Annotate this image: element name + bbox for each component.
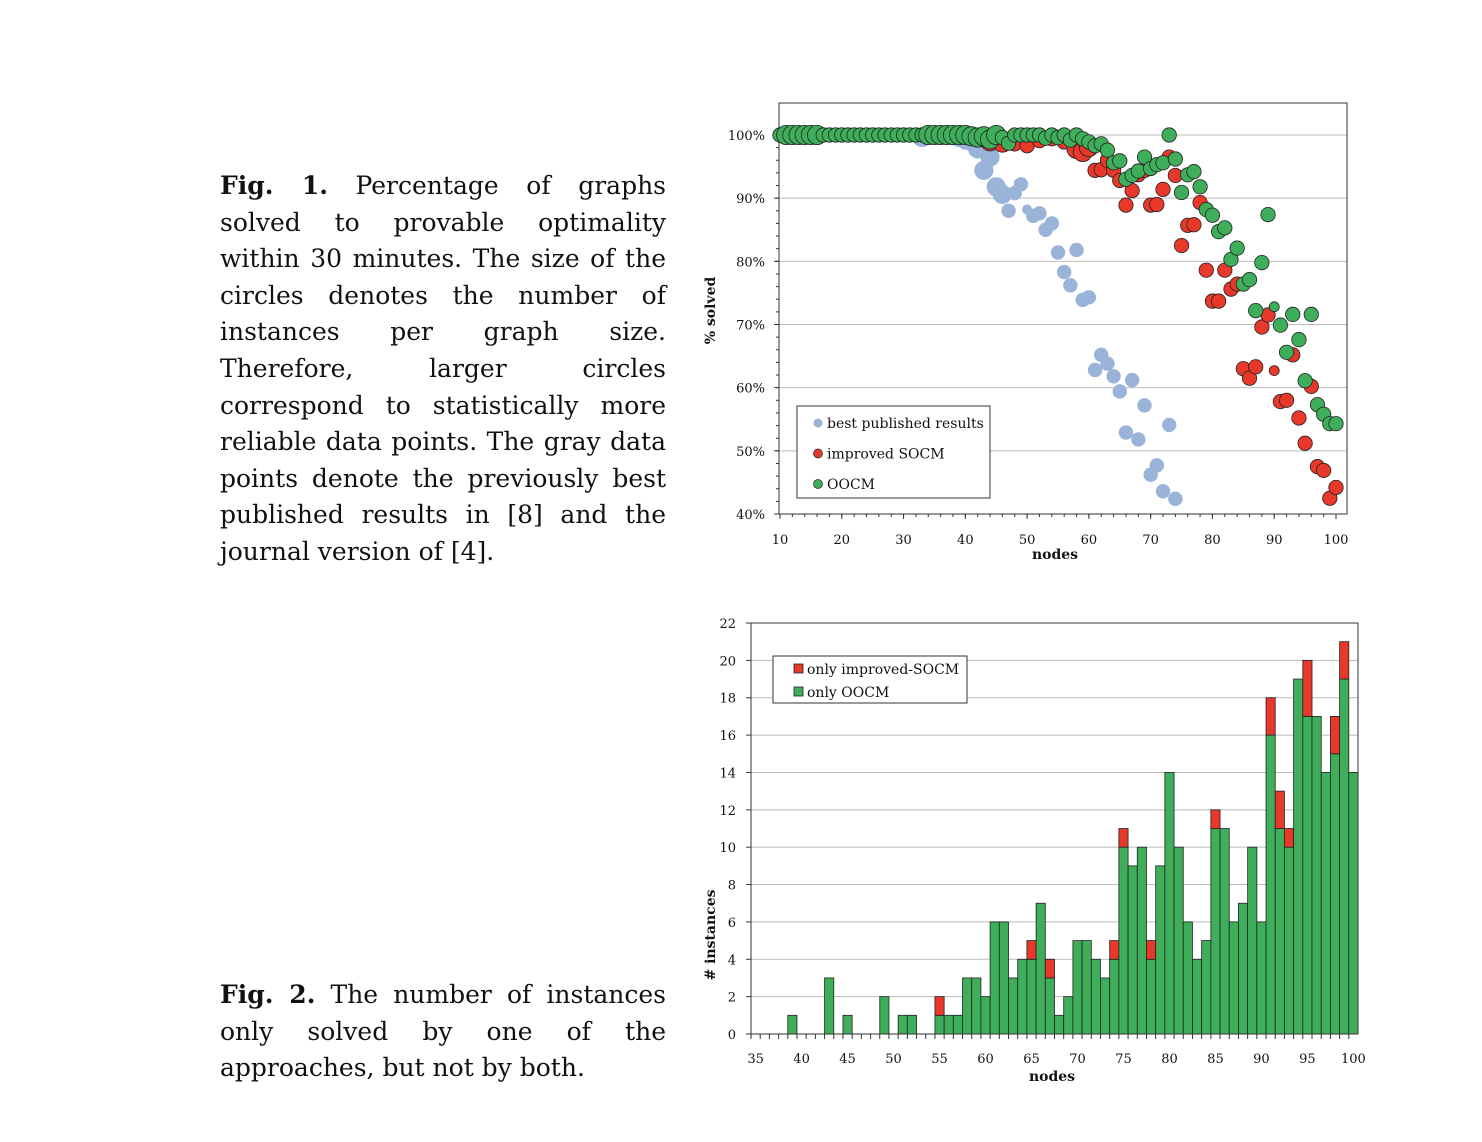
- data-point: [1241, 272, 1258, 288]
- data-point: [1198, 262, 1214, 278]
- data-point: [1254, 319, 1270, 335]
- data-point: [1112, 153, 1128, 169]
- data-point: [1032, 206, 1047, 221]
- x-tick-label: 50: [1019, 533, 1036, 548]
- y-tick-label: 80%: [736, 255, 765, 270]
- data-point: [1124, 372, 1140, 388]
- data-point: [1162, 417, 1177, 433]
- y-tick-label: 40%: [736, 508, 765, 523]
- y-axis-label: % solved: [703, 277, 719, 345]
- data-point: [1087, 362, 1103, 378]
- data-point: [1069, 242, 1084, 258]
- data-point: [1316, 462, 1332, 479]
- scatter-legend: best published results improved SOCM OOCM: [796, 405, 991, 499]
- data-point: [1137, 398, 1152, 413]
- y-tick-label: 100%: [728, 129, 765, 144]
- data-point: [1248, 303, 1264, 319]
- data-point: [1285, 306, 1301, 322]
- x-tick-label: 20: [834, 533, 851, 548]
- data-point: [1173, 184, 1190, 201]
- data-point: [1118, 425, 1134, 440]
- y-tick-label: 50%: [736, 445, 765, 460]
- data-point: [1217, 220, 1233, 236]
- x-tick-label: 10: [772, 533, 789, 548]
- data-point: [1173, 237, 1190, 254]
- data-point: [1278, 344, 1295, 360]
- data-point: [1013, 177, 1029, 192]
- data-point: [1044, 216, 1060, 231]
- series-2: [772, 125, 1344, 432]
- data-point: [1106, 369, 1121, 384]
- data-point: [980, 147, 1000, 167]
- data-point: [1303, 306, 1319, 322]
- plot-frame: [778, 102, 1348, 515]
- data-point: [1260, 206, 1276, 223]
- data-point: [1155, 181, 1171, 197]
- data-point: [1297, 373, 1313, 389]
- data-point: [1268, 301, 1280, 313]
- data-point: [1297, 435, 1313, 451]
- data-point: [1149, 458, 1165, 473]
- scatter-axes: 40% 50% 60% 70% 80% 90% 100% 10 20 30 40 50 60 70 80 90…: [703, 102, 1349, 563]
- x-tick-label: 90: [1266, 533, 1283, 548]
- legend-marker: [813, 479, 823, 489]
- y-tick-label: 60%: [736, 382, 765, 397]
- data-point: [1063, 278, 1078, 293]
- data-point: [1131, 432, 1146, 447]
- data-point: [1149, 196, 1165, 213]
- legend-label: improved SOCM: [827, 447, 945, 463]
- figure-2-caption: Fig. 2. The number of instances only sol…: [220, 977, 666, 1087]
- x-axis-label: nodes: [1032, 547, 1078, 563]
- figure-1-caption: Fig. 1. Percentage of graphs solved to p…: [220, 168, 666, 571]
- data-point: [1081, 290, 1097, 305]
- data-point: [1268, 365, 1280, 377]
- data-point: [1272, 317, 1289, 333]
- x-tick-label: 100: [1324, 533, 1349, 548]
- y-tick-label: 70%: [736, 319, 765, 334]
- legend-label: best published results: [827, 416, 984, 432]
- data-point: [1328, 416, 1344, 432]
- figure-1-label: Fig. 1.: [220, 171, 328, 200]
- data-point: [1056, 264, 1072, 280]
- y-tick-label: 90%: [736, 192, 765, 207]
- data-point: [1254, 254, 1270, 271]
- data-point: [1100, 356, 1115, 371]
- data-point: [1278, 392, 1295, 408]
- data-point: [1328, 479, 1344, 496]
- data-point: [992, 184, 1013, 204]
- data-point: [1161, 127, 1177, 143]
- legend-box: [796, 405, 991, 499]
- data-point: [1099, 142, 1116, 158]
- x-tick-label: 40: [957, 533, 974, 548]
- data-point: [1155, 484, 1171, 499]
- legend-marker: [813, 418, 823, 428]
- x-tick-label: 80: [1204, 533, 1221, 548]
- data-point: [1229, 240, 1245, 256]
- data-point: [1118, 197, 1134, 213]
- data-point: [1186, 217, 1202, 233]
- data-point: [1192, 179, 1208, 195]
- scatter-points: [772, 125, 1344, 507]
- data-point: [1130, 163, 1146, 179]
- figure-1-text: Percentage of graphs solved to provable …: [220, 171, 667, 566]
- legend-label: OOCM: [827, 477, 875, 493]
- figure-2-label: Fig. 2.: [220, 980, 316, 1009]
- data-point: [1204, 207, 1221, 223]
- x-tick-label: 60: [1081, 533, 1098, 548]
- data-point: [1001, 203, 1016, 218]
- legend-marker: [813, 448, 823, 459]
- data-point: [1291, 410, 1307, 426]
- data-point: [1050, 245, 1066, 260]
- data-point: [1291, 332, 1307, 348]
- data-point: [1168, 491, 1183, 507]
- x-tick-label: 30: [895, 533, 912, 548]
- x-tick-label: 70: [1142, 533, 1159, 548]
- data-point: [1211, 293, 1227, 309]
- data-point: [1186, 164, 1202, 180]
- data-point: [1248, 359, 1264, 375]
- figure-2-text: The number of instances only solved by o…: [220, 980, 666, 1083]
- data-point: [1112, 384, 1127, 399]
- data-point: [1167, 151, 1183, 167]
